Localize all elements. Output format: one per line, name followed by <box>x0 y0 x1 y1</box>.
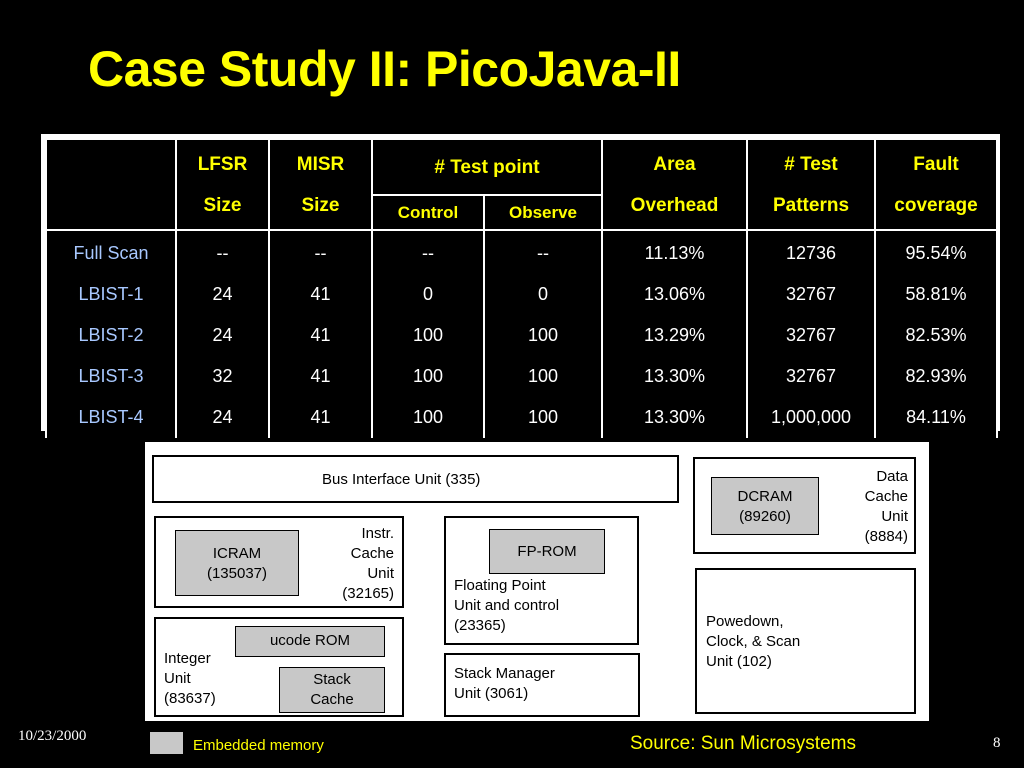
instruction-cache-label: Instr. Cache Unit (32165) <box>342 525 394 602</box>
col-observe: -- 0 100 100 100 <box>483 229 603 438</box>
cell: 100 <box>412 325 444 345</box>
col-area: 11.13% 13.06% 13.29% 13.30% 13.30% <box>601 229 748 438</box>
instruction-cache-unit: ICRAM (135037) Instr. Cache Unit (32165) <box>154 516 404 608</box>
cell: 41 <box>310 325 331 345</box>
cell: -- <box>314 243 327 263</box>
cell: -- <box>422 243 434 263</box>
table-header-row: LFSR Size MISR Size # Test point Area Ov… <box>45 138 998 231</box>
slide-date: 10/23/2000 <box>18 728 87 744</box>
page-number: 8 <box>993 735 1001 751</box>
icram-block: ICRAM (135037) <box>175 530 299 596</box>
cell: 0 <box>537 284 548 304</box>
header-fault-coverage: Fault coverage <box>874 138 998 231</box>
integer-unit-label: Integer Unit (83637) <box>164 650 216 707</box>
cell: 13.30% <box>643 407 706 427</box>
cell: 24 <box>212 407 233 427</box>
bus-interface-label: Bus Interface Unit (335) <box>322 471 481 488</box>
results-table: LFSR Size MISR Size # Test point Area Ov… <box>45 138 998 438</box>
cell: 13.29% <box>643 325 706 345</box>
cell: 11.13% <box>644 243 705 263</box>
col-misr: -- 41 41 41 41 <box>268 229 373 438</box>
cell: 13.06% <box>643 284 706 304</box>
cell: 24 <box>212 284 233 304</box>
chip-floorplan-diagram: Bus Interface Unit (335) DCRAM (89260) D… <box>145 442 929 721</box>
cell: 12736 <box>785 243 837 263</box>
floating-point-label: Floating Point Unit and control (23365) <box>454 577 560 634</box>
stack-cache-block: Stack Cache <box>279 667 385 713</box>
powerdown-clock-scan-unit: Powedown, Clock, & Scan Unit (102) <box>695 568 916 714</box>
col-configuration: Full Scan LBIST-1 LBIST-2 LBIST-3 LBIST-… <box>45 229 177 438</box>
cell: 100 <box>412 366 444 386</box>
stack-manager-unit: Stack Manager Unit (3061) <box>444 653 640 717</box>
data-cache-unit: DCRAM (89260) Data Cache Unit (8884) <box>693 457 916 554</box>
table-subheader-row: Control Observe <box>46 194 997 231</box>
header-misr-size: MISR Size <box>268 138 373 231</box>
ucode-rom-block: ucode ROM <box>235 626 385 657</box>
cell: 41 <box>310 284 331 304</box>
row-name: Full Scan <box>73 243 149 263</box>
row-name: LBIST-1 <box>78 284 144 304</box>
bus-interface-unit: Bus Interface Unit (335) <box>152 455 679 503</box>
results-table-frame: LFSR Size MISR Size # Test point Area Ov… <box>41 134 1000 438</box>
header-test-patterns: # Test Patterns <box>746 138 876 231</box>
fp-rom-block: FP-ROM <box>489 529 605 574</box>
cell: -- <box>216 243 229 263</box>
cell: 32767 <box>785 366 837 386</box>
cell: -- <box>537 243 549 263</box>
cell: 41 <box>310 366 331 386</box>
row-name: LBIST-4 <box>78 407 144 427</box>
cell: 32767 <box>785 325 837 345</box>
dcram-block: DCRAM (89260) <box>711 477 819 535</box>
row-name: LBIST-2 <box>78 325 144 345</box>
cell: 32767 <box>785 284 837 304</box>
cell: 13.30% <box>643 366 706 386</box>
source-credit: Source: Sun Microsystems <box>630 733 856 754</box>
cell: 1,000,000 <box>770 407 852 427</box>
cell: 100 <box>527 366 559 386</box>
stack-manager-label: Stack Manager Unit (3061) <box>454 665 555 702</box>
cell: 32 <box>212 366 233 386</box>
cell: 0 <box>422 284 433 304</box>
col-patterns: 12736 32767 32767 32767 1,000,000 <box>746 229 876 438</box>
embedded-memory-legend-label: Embedded memory <box>193 737 324 754</box>
col-lfsr: -- 24 24 32 24 <box>175 229 270 438</box>
col-control: -- 0 100 100 100 <box>371 229 485 438</box>
header-observe: Observe <box>483 194 603 231</box>
integer-unit: ucode ROM Stack Cache Integer Unit (8363… <box>154 617 404 717</box>
cell: 95.54% <box>905 243 967 263</box>
row-name: LBIST-3 <box>78 366 144 386</box>
cell: 82.53% <box>905 325 967 345</box>
powerdown-label: Powedown, Clock, & Scan Unit (102) <box>706 613 801 670</box>
cell: 82.93% <box>905 366 967 386</box>
header-control: Control <box>371 194 485 231</box>
data-cache-label: Data Cache Unit (8884) <box>864 468 908 545</box>
header-blank-cell <box>45 138 177 231</box>
header-area-overhead: Area Overhead <box>601 138 748 231</box>
slide-title: Case Study II: PicoJava-II <box>88 41 681 97</box>
header-test-point: # Test point <box>371 138 603 196</box>
cell: 41 <box>310 407 331 427</box>
cell: 84.11% <box>906 407 966 427</box>
cell: 100 <box>527 325 559 345</box>
cell: 100 <box>412 407 444 427</box>
col-fault: 95.54% 58.81% 82.53% 82.93% 84.11% <box>874 229 998 438</box>
embedded-memory-legend-swatch <box>150 732 183 754</box>
cell: 24 <box>212 325 233 345</box>
table-body-row: Full Scan LBIST-1 LBIST-2 LBIST-3 LBIST-… <box>45 229 998 438</box>
cell: 100 <box>527 407 559 427</box>
cell: 58.81% <box>905 284 967 304</box>
floating-point-unit: FP-ROM Floating Point Unit and control (… <box>444 516 639 645</box>
header-lfsr-size: LFSR Size <box>175 138 270 231</box>
